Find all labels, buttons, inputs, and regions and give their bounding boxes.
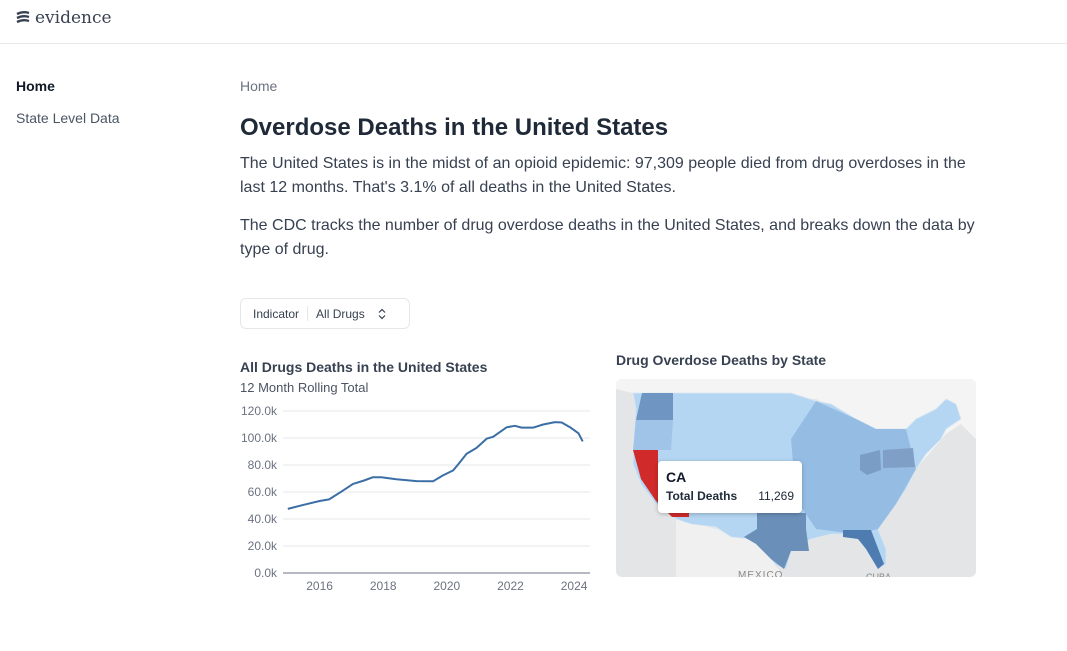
cdc-paragraph: The CDC tracks the number of drug overdo… — [240, 217, 975, 258]
logo[interactable]: evidence — [16, 8, 112, 28]
series-line — [287, 421, 584, 510]
top-header: evidence — [0, 0, 1067, 44]
midwest-east-states[interactable] — [791, 401, 916, 534]
chart-subtitle: 12 Month Rolling Total — [240, 380, 369, 395]
state-wa[interactable] — [636, 393, 673, 420]
tooltip-metric: Total Deaths — [666, 489, 738, 503]
map-label-mexico: MEXICO — [738, 570, 783, 577]
canada-land — [616, 379, 976, 469]
y-tick-label: 0.0k — [254, 566, 278, 580]
y-tick-label: 20.0k — [248, 539, 278, 553]
y-tick-label: 80.0k — [248, 458, 278, 472]
state-or[interactable] — [633, 420, 673, 450]
state-oh[interactable] — [860, 450, 881, 475]
map-tooltip: CA Total Deaths 11,269 — [658, 461, 802, 513]
chart-title: All Drugs Deaths in the United States — [240, 359, 488, 375]
indicator-dropdown[interactable]: Indicator All Drugs — [240, 298, 410, 329]
chevron-up-down-icon — [378, 308, 386, 319]
y-tick-label: 100.0k — [241, 431, 278, 445]
x-tick-label: 2018 — [370, 579, 397, 593]
dropdown-value: All Drugs — [316, 306, 365, 321]
y-tick-label: 120.0k — [241, 404, 278, 418]
state-pa[interactable] — [883, 448, 915, 468]
state-tx[interactable] — [744, 513, 809, 569]
state-fl[interactable] — [843, 530, 884, 569]
x-tick-label: 2022 — [497, 579, 524, 593]
mexico-land — [676, 519, 784, 577]
tooltip-value: 11,269 — [758, 489, 794, 503]
tooltip-state: CA — [666, 469, 687, 485]
y-tick-label: 60.0k — [248, 485, 278, 499]
map-title: Drug Overdose Deaths by State — [616, 352, 827, 368]
evidence-logo-icon — [16, 11, 30, 24]
x-tick-label: 2016 — [306, 579, 333, 593]
sidebar-item-home[interactable]: Home — [16, 78, 55, 94]
sidebar: Home State Level Data — [16, 78, 120, 142]
sidebar-item-state-level-data[interactable]: State Level Data — [16, 110, 120, 126]
x-tick-label: 2024 — [561, 579, 588, 593]
intro-paragraph: The United States is in the midst of an … — [240, 155, 966, 196]
map-label-cuba: CUBA — [866, 572, 891, 577]
breadcrumb[interactable]: Home — [240, 78, 278, 94]
page-title: Overdose Deaths in the United States — [240, 114, 669, 141]
x-tick-label: 2020 — [433, 579, 460, 593]
line-chart: 0.0k 20.0k 40.0k 60.0k 80.0k 100.0k 120.0k 2016… — [241, 404, 590, 593]
dropdown-label: Indicator — [253, 306, 300, 321]
y-tick-label: 40.0k — [248, 512, 278, 526]
